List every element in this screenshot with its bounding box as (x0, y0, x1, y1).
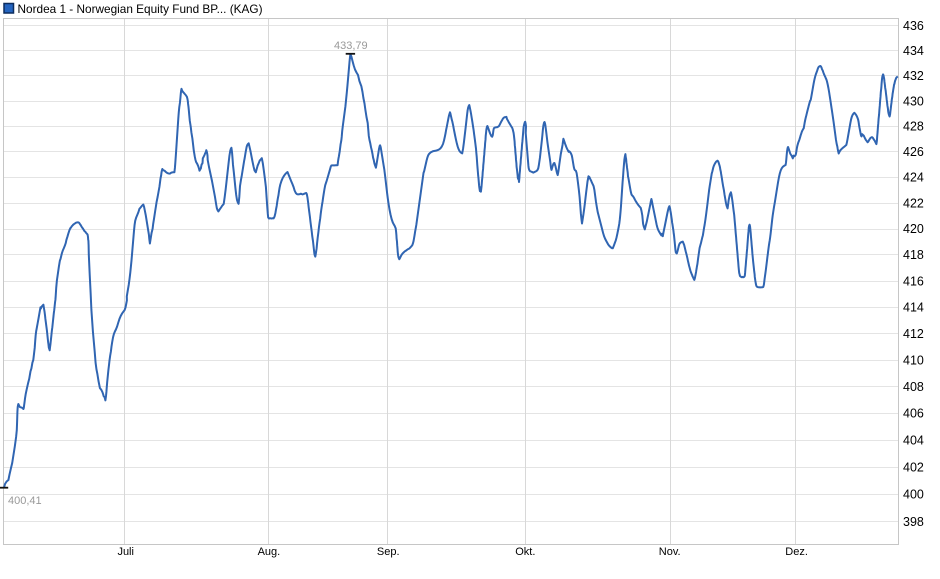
svg-text:430: 430 (903, 94, 924, 108)
svg-text:434: 434 (903, 44, 924, 58)
svg-text:422: 422 (903, 196, 924, 210)
svg-text:432: 432 (903, 69, 924, 83)
svg-text:404: 404 (903, 433, 924, 447)
svg-text:428: 428 (903, 120, 924, 134)
svg-text:400,41: 400,41 (8, 495, 42, 507)
svg-text:424: 424 (903, 171, 924, 185)
svg-text:408: 408 (903, 380, 924, 394)
svg-text:Nov.: Nov. (659, 546, 681, 558)
svg-text:420: 420 (903, 222, 924, 236)
svg-text:416: 416 (903, 274, 924, 288)
svg-text:410: 410 (903, 353, 924, 367)
svg-text:433,79: 433,79 (334, 40, 368, 52)
svg-text:414: 414 (903, 301, 924, 315)
svg-text:Juli: Juli (117, 546, 134, 558)
svg-text:Sep.: Sep. (377, 546, 400, 558)
svg-text:Nordea 1 - Norwegian Equity Fu: Nordea 1 - Norwegian Equity Fund BP... (… (18, 2, 263, 16)
svg-text:436: 436 (903, 19, 924, 33)
svg-text:398: 398 (903, 515, 924, 529)
svg-text:426: 426 (903, 145, 924, 159)
svg-text:402: 402 (903, 460, 924, 474)
svg-text:406: 406 (903, 407, 924, 421)
svg-text:400: 400 (903, 488, 924, 502)
svg-text:418: 418 (903, 248, 924, 262)
svg-text:Aug.: Aug. (258, 546, 281, 558)
svg-text:Dez.: Dez. (785, 546, 808, 558)
svg-text:Okt.: Okt. (515, 546, 535, 558)
svg-text:412: 412 (903, 327, 924, 341)
